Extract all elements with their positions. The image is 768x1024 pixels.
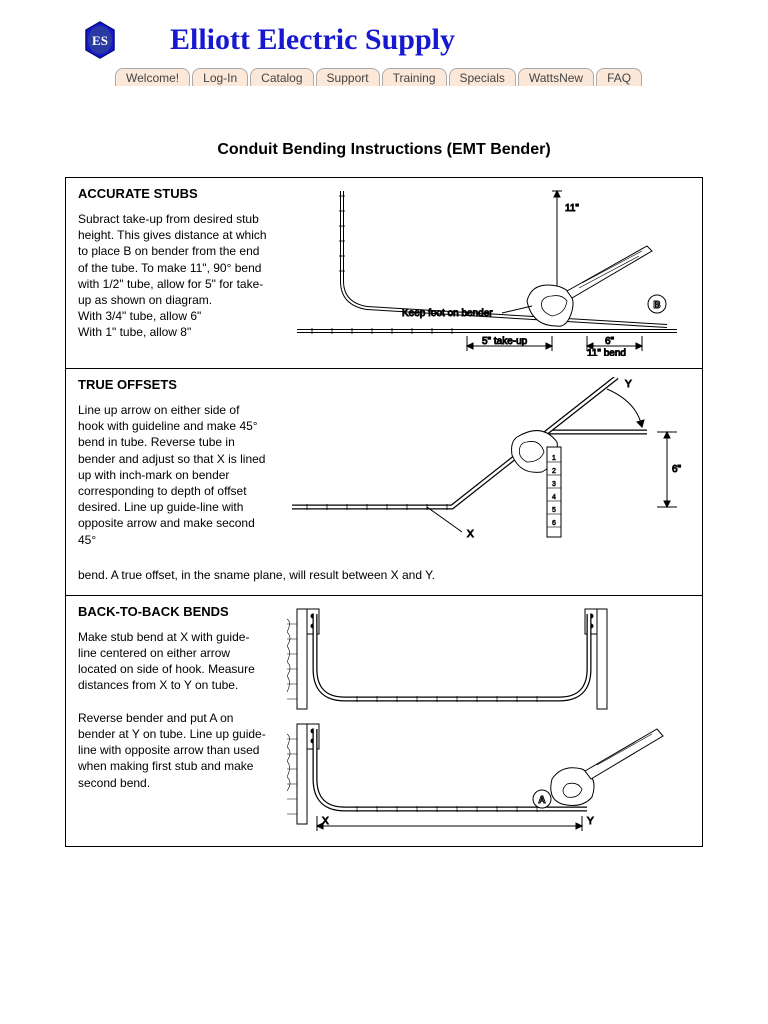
tab-welcome[interactable]: Welcome! (115, 68, 190, 86)
section-title: TRUE OFFSETS (78, 377, 268, 392)
svg-text:5: 5 (552, 507, 556, 514)
section-title: BACK-TO-BACK BENDS (78, 604, 268, 619)
section-text: Make stub bend at X with guide-line cent… (78, 629, 268, 791)
label-6offset: 6" (672, 464, 682, 475)
header: ES Elliott Electric Supply (0, 0, 768, 60)
label-x2: X (322, 816, 329, 827)
label-keepfoot: Keep foot on bender (402, 308, 493, 319)
section-extra-text: bend. A true offset, in the sname plane,… (78, 567, 690, 583)
svg-text:3: 3 (552, 481, 556, 488)
section-back-to-back: BACK-TO-BACK BENDS Make stub bend at X w… (66, 596, 702, 846)
label-takeup: 5" take-up (482, 336, 528, 347)
svg-text:6: 6 (552, 520, 556, 527)
company-name: Elliott Electric Supply (170, 23, 455, 57)
section-accurate-stubs: ACCURATE STUBS Subract take-up from desi… (66, 178, 702, 369)
label-b: B (653, 300, 660, 311)
label-height: 11" (565, 203, 579, 214)
tab-wattsnew[interactable]: WattsNew (518, 68, 594, 86)
label-x: X (467, 529, 474, 540)
diagram-accurate-stubs: 11" (287, 186, 687, 356)
label-6in: 6" (605, 336, 615, 347)
svg-text:1: 1 (552, 455, 556, 462)
label-a: A (538, 795, 545, 806)
section-title: ACCURATE STUBS (78, 186, 268, 201)
diagram-back-to-back: A X Y (287, 604, 687, 834)
svg-text:4: 4 (552, 494, 556, 501)
diagram-true-offsets: Y 1 2 3 4 5 6 (287, 377, 687, 547)
tab-catalog[interactable]: Catalog (250, 68, 313, 86)
instructions-box: ACCURATE STUBS Subract take-up from desi… (65, 177, 703, 847)
svg-text:ES: ES (92, 33, 108, 48)
company-logo: ES (80, 20, 120, 60)
tab-support[interactable]: Support (316, 68, 380, 86)
label-11bend: 11" bend (587, 348, 626, 356)
label-y2: Y (587, 816, 594, 827)
section-true-offsets: TRUE OFFSETS Line up arrow on either sid… (66, 369, 702, 596)
label-y: Y (625, 379, 632, 390)
tab-login[interactable]: Log-In (192, 68, 248, 86)
section-text: Subract take-up from desired stub height… (78, 211, 268, 341)
tab-training[interactable]: Training (382, 68, 447, 86)
tab-specials[interactable]: Specials (449, 68, 516, 86)
svg-text:2: 2 (552, 468, 556, 475)
nav-tabs: Welcome! Log-In Catalog Support Training… (115, 68, 768, 86)
page-title: Conduit Bending Instructions (EMT Bender… (0, 141, 768, 159)
section-text: Line up arrow on either side of hook wit… (78, 402, 268, 548)
tab-faq[interactable]: FAQ (596, 68, 642, 86)
